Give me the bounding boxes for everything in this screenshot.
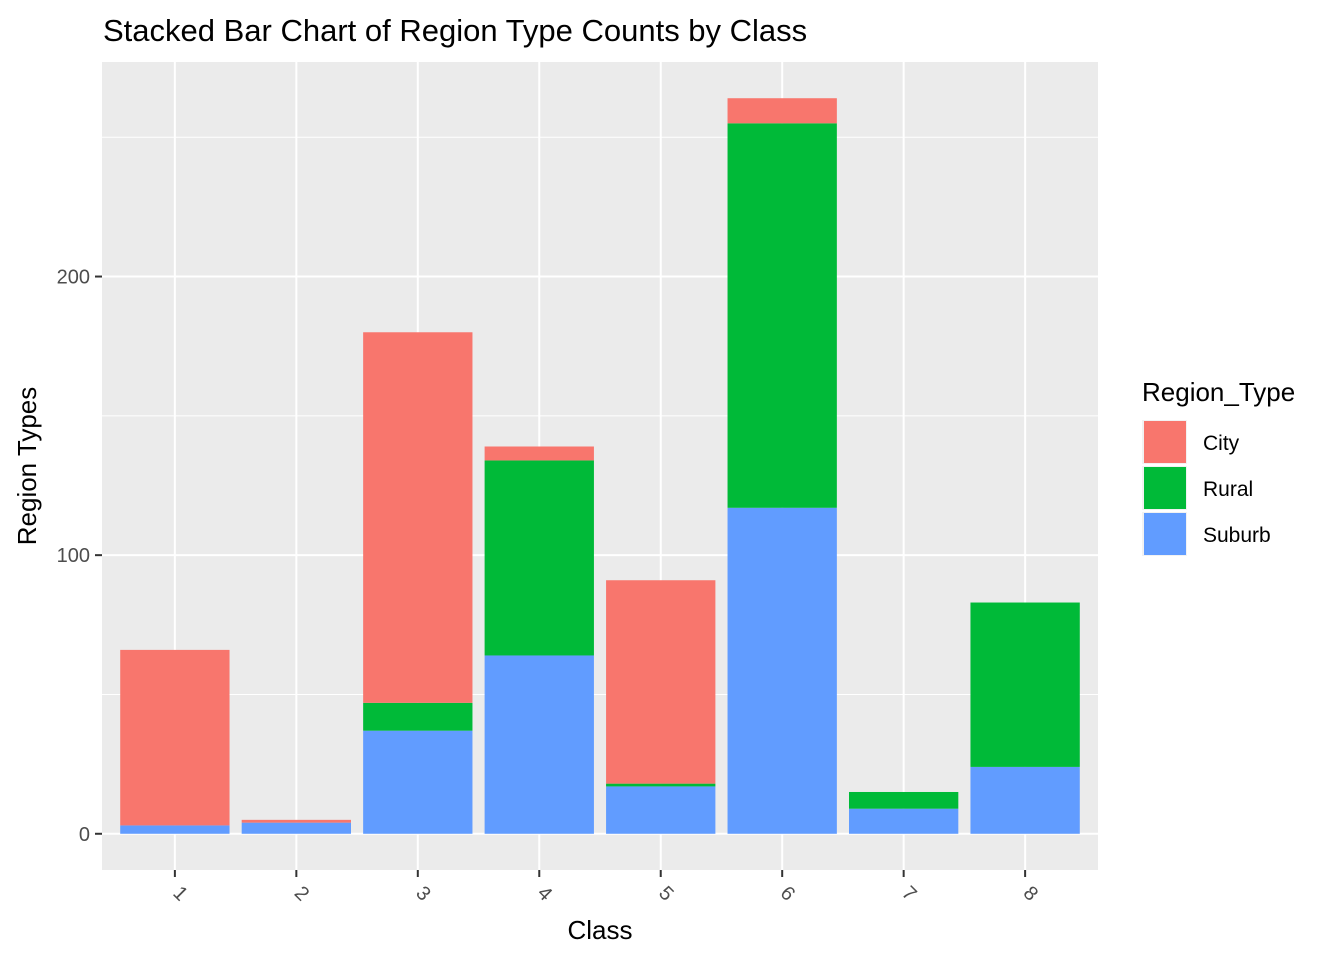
y-axis-ticks: 0 100 200 <box>57 267 102 846</box>
bar-city-class-1 <box>120 649 230 826</box>
bar-city-class-3 <box>363 332 473 703</box>
legend-swatch-suburb <box>1144 513 1186 555</box>
x-tick-label: 5 <box>654 882 677 905</box>
bar-city-class-2 <box>241 819 351 823</box>
x-tick-label: 4 <box>533 882 556 905</box>
bar-rural-class-7 <box>849 791 959 809</box>
x-tick-label: 8 <box>1019 882 1042 905</box>
bar-rural-class-6 <box>727 123 837 508</box>
y-tick-label: 0 <box>79 824 90 846</box>
bar-suburb-class-4 <box>484 655 594 834</box>
bars <box>120 98 1080 834</box>
bar-suburb-class-6 <box>727 507 837 834</box>
x-axis-title: Class <box>567 915 632 945</box>
y-axis-title: Region Types <box>12 387 42 546</box>
bar-suburb-class-3 <box>363 730 473 834</box>
bar-city-class-5 <box>606 580 716 784</box>
y-tick-label: 100 <box>57 545 90 567</box>
legend-label-rural: Rural <box>1203 478 1253 501</box>
legend-label-suburb: Suburb <box>1203 524 1271 547</box>
plot-panel <box>102 62 1098 870</box>
y-tick-label: 200 <box>57 267 90 289</box>
bar-rural-class-3 <box>363 702 473 731</box>
bar-rural-class-5 <box>606 783 716 787</box>
minor-gridlines <box>102 136 1098 695</box>
bar-rural-class-8 <box>970 602 1080 767</box>
legend: Region_Type City Rural Suburb <box>1142 377 1295 556</box>
bar-city-class-6 <box>727 98 837 124</box>
legend-label-city: City <box>1203 432 1240 455</box>
x-tick-label: 6 <box>776 882 799 905</box>
x-tick-label: 7 <box>897 882 920 905</box>
x-axis-ticks: 1 2 3 4 5 6 7 8 <box>168 870 1042 905</box>
bar-suburb-class-5 <box>606 786 716 834</box>
x-tick-label: 2 <box>290 882 313 905</box>
bar-suburb-class-1 <box>120 825 230 834</box>
bar-suburb-class-2 <box>241 822 351 834</box>
x-tick-label: 3 <box>411 882 434 905</box>
bar-city-class-4 <box>484 446 594 461</box>
chart-title: Stacked Bar Chart of Region Type Counts … <box>103 13 807 48</box>
legend-swatch-rural <box>1144 467 1186 509</box>
x-tick-label: 1 <box>168 882 191 905</box>
legend-title: Region_Type <box>1142 377 1295 407</box>
bar-rural-class-4 <box>484 460 594 656</box>
legend-swatch-city <box>1144 421 1186 463</box>
bar-suburb-class-8 <box>970 766 1080 834</box>
bar-suburb-class-7 <box>849 808 959 834</box>
